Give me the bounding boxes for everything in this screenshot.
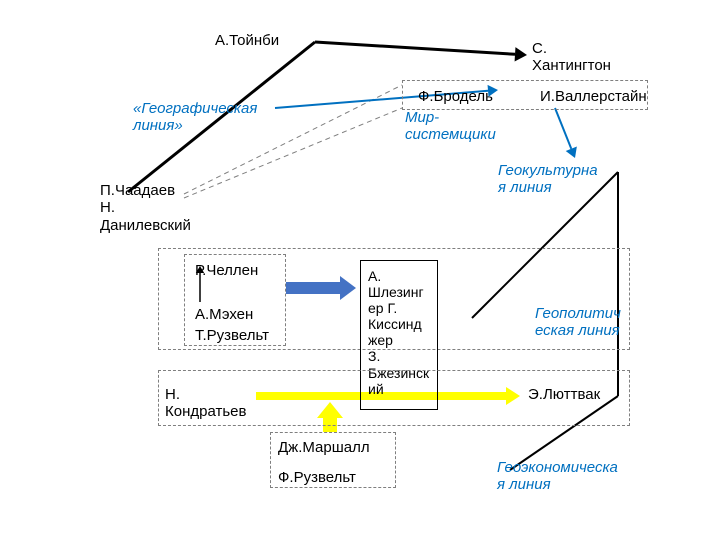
label-geographic-line: «Географическая линия» — [133, 100, 257, 135]
label-toynbee: А.Тойнби — [215, 32, 279, 49]
label-geoeconomic: Геоэкономическа я линия — [497, 459, 618, 494]
label-mirsystem: Мир- системщики — [405, 109, 496, 144]
box-braudel — [402, 80, 648, 110]
label-huntington: С. Хантингтон — [532, 40, 611, 75]
box-geoeconomic — [158, 370, 630, 426]
box-kjellen — [184, 254, 286, 346]
diagram-canvas: { "canvas": { "width": 720, "height": 54… — [0, 0, 720, 540]
label-geoculture: Геокультурна я линия — [498, 162, 598, 197]
label-chaadaev: П.Чаадаев Н. Данилевский — [100, 182, 191, 234]
box-marshall — [270, 432, 396, 488]
